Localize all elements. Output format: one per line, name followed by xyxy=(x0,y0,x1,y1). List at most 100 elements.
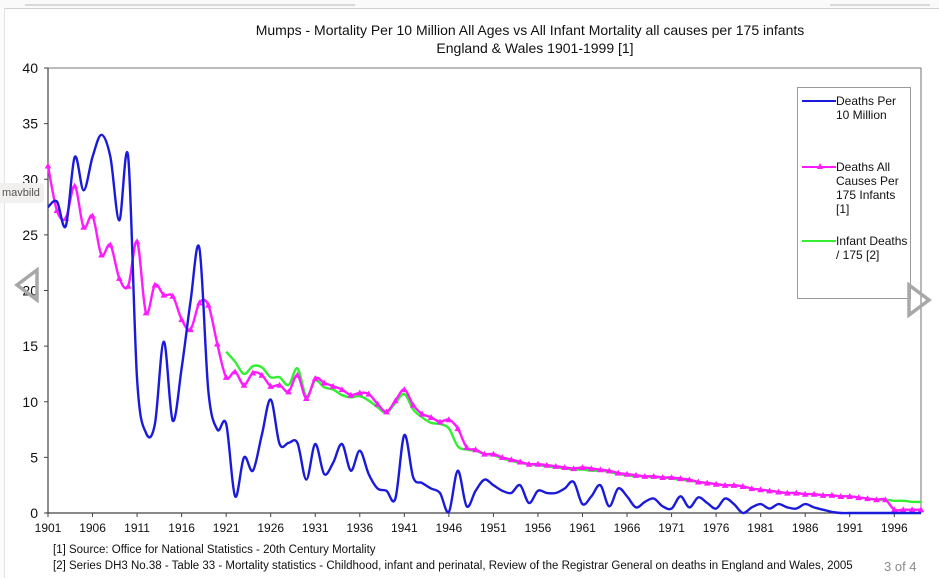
data-point-marker xyxy=(213,340,221,347)
y-tick-label: 15 xyxy=(22,338,38,354)
legend-label: Deaths All Causes Per 175 Infants [1] xyxy=(836,160,899,216)
x-tick-label: 1996 xyxy=(881,521,908,535)
data-point-marker xyxy=(703,479,711,486)
x-tick-label: 1986 xyxy=(792,521,819,535)
data-point-marker xyxy=(890,506,898,513)
prev-image-button[interactable] xyxy=(14,267,40,303)
x-tick-label: 1916 xyxy=(168,521,195,535)
y-tick-label: 40 xyxy=(22,60,38,76)
data-point-marker xyxy=(614,469,622,476)
data-point-marker xyxy=(712,480,720,487)
data-point-marker xyxy=(285,388,292,395)
x-tick-label: 1976 xyxy=(703,521,730,535)
y-tick-label: 5 xyxy=(30,449,38,465)
data-point-marker xyxy=(873,496,880,503)
data-point-marker xyxy=(222,373,230,380)
data-point-marker xyxy=(499,454,506,461)
y-tick-label: 35 xyxy=(22,116,38,132)
y-tick-label: 25 xyxy=(22,227,38,243)
data-point-marker xyxy=(570,465,577,472)
data-point-marker xyxy=(677,475,684,482)
data-point-marker xyxy=(730,481,738,488)
data-point-marker xyxy=(490,450,497,457)
data-point-marker xyxy=(463,444,470,451)
legend-triangle-marker-icon xyxy=(817,163,823,169)
data-point-marker xyxy=(196,299,203,306)
x-tick-label: 1901 xyxy=(35,521,62,535)
data-point-marker xyxy=(231,368,239,375)
data-point-marker xyxy=(579,464,586,471)
x-tick-label: 1941 xyxy=(391,521,418,535)
y-tick-label: 20 xyxy=(22,283,38,299)
data-point-marker xyxy=(810,490,818,497)
data-point-marker xyxy=(205,301,212,308)
footnote-2: [2] Series DH3 No.38 - Table 33 - Mortal… xyxy=(53,560,853,572)
data-point-marker xyxy=(124,282,132,289)
data-point-marker xyxy=(409,401,417,408)
data-point-marker xyxy=(507,456,515,463)
x-tick-label: 1926 xyxy=(257,521,284,535)
data-point-marker xyxy=(908,506,916,513)
y-tick-label: 10 xyxy=(22,394,38,410)
data-point-marker xyxy=(427,414,435,420)
footnote-1: [1] Source: Office for National Statisti… xyxy=(53,544,376,556)
x-axis-ticks: 1901 1906 1911 1916 1921 1926 1931 1936 1941 1946… xyxy=(35,513,908,535)
data-point-marker xyxy=(160,291,168,298)
axes xyxy=(46,67,922,514)
data-point-marker xyxy=(53,207,61,214)
data-point-marker xyxy=(623,470,631,477)
data-point-marker xyxy=(258,371,266,378)
data-point-marker xyxy=(115,274,123,281)
data-point-marker xyxy=(303,395,310,402)
data-point-marker xyxy=(792,489,800,496)
data-point-marker xyxy=(392,397,399,404)
x-tick-label: 1961 xyxy=(569,521,596,535)
data-point-marker xyxy=(107,241,114,248)
x-tick-label: 1936 xyxy=(346,521,373,535)
data-point-marker xyxy=(748,485,756,492)
data-point-marker xyxy=(882,496,889,503)
data-point-marker xyxy=(472,446,479,453)
data-point-marker xyxy=(311,375,319,382)
chevron-left-triangle-icon xyxy=(14,267,39,303)
data-point-marker xyxy=(641,472,649,479)
data-point-marker xyxy=(899,506,907,513)
data-point-marker xyxy=(561,464,568,471)
data-point-marker xyxy=(133,238,141,245)
data-point-marker xyxy=(151,281,159,288)
data-point-marker xyxy=(240,381,248,388)
data-point-marker xyxy=(356,389,364,396)
data-point-marker xyxy=(169,292,177,299)
data-point-marker xyxy=(597,466,604,473)
data-point-marker xyxy=(178,316,185,323)
x-tick-label: 1956 xyxy=(525,521,552,535)
data-point-marker xyxy=(401,386,408,393)
chart-title: Mumps - Mortality Per 10 Million All Age… xyxy=(255,22,805,38)
data-point-marker xyxy=(320,379,328,386)
data-point-marker xyxy=(516,458,524,465)
left-frame-edge xyxy=(0,8,5,578)
x-tick-label: 1946 xyxy=(436,521,463,535)
data-point-marker xyxy=(694,478,702,485)
x-tick-label: 1991 xyxy=(836,521,863,535)
data-point-marker xyxy=(721,481,729,488)
data-point-marker xyxy=(436,418,444,425)
next-image-button[interactable] xyxy=(906,282,932,318)
legend: Deaths Per 10 Million Deaths All Causes … xyxy=(797,87,911,299)
data-point-marker xyxy=(338,386,346,393)
chart-subtitle: England & Wales 1901-1999 [1] xyxy=(436,40,634,56)
top-ghost-bar xyxy=(25,4,355,6)
data-point-marker xyxy=(819,491,827,498)
data-point-marker xyxy=(89,212,96,219)
data-point-marker xyxy=(543,461,551,468)
x-tick-label: 1981 xyxy=(747,521,774,535)
data-point-marker xyxy=(659,474,666,481)
series-line-infant-deaths-175-2 xyxy=(225,350,922,504)
data-point-marker xyxy=(739,483,747,489)
image-label-tag[interactable]: mavbild xyxy=(0,183,44,203)
data-point-marker xyxy=(686,476,693,483)
data-point-marker xyxy=(552,462,560,469)
data-point-marker xyxy=(525,460,533,467)
browser-top-strip xyxy=(0,0,939,9)
